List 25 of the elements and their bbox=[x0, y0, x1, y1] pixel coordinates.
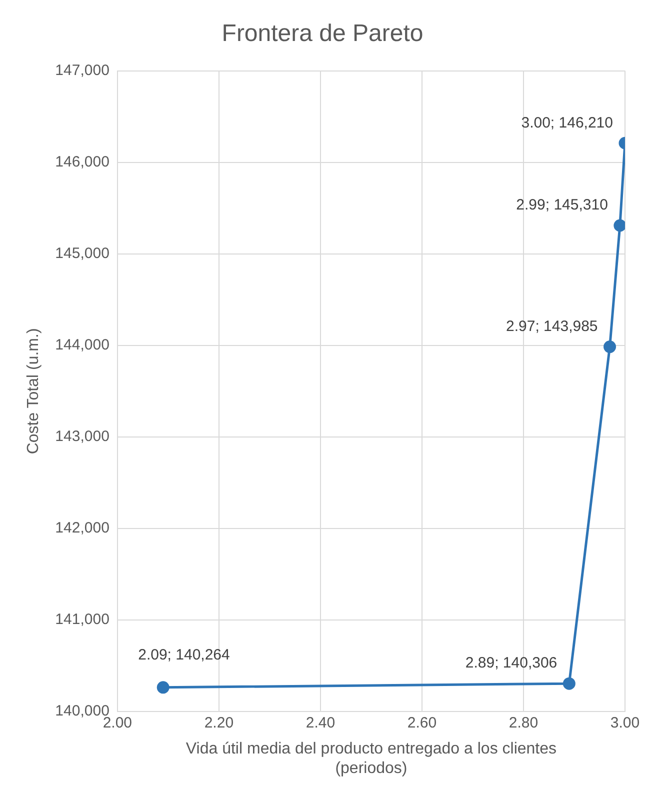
point bbox=[156, 681, 170, 694]
data-label: 2.89; 140,306 bbox=[465, 654, 558, 672]
x-tick-label: 2.40 bbox=[306, 714, 336, 732]
y-tick-label: 142,000 bbox=[55, 520, 110, 537]
x-tick-label: 2.60 bbox=[407, 714, 437, 732]
x-tick-label: 2.20 bbox=[204, 714, 234, 732]
y-axis-title: Coste Total (u.m.) bbox=[25, 328, 42, 454]
data-label: 2.09; 140,264 bbox=[138, 646, 230, 664]
chart-title: Frontera de Pareto bbox=[222, 20, 424, 48]
data-label: 2.97; 143,985 bbox=[506, 318, 598, 335]
point bbox=[604, 340, 616, 354]
x-tick-label: 2.00 bbox=[102, 714, 132, 732]
data-label: 3.00; 146,210 bbox=[521, 114, 613, 132]
y-tick-label: 144,000 bbox=[55, 336, 110, 354]
x-tick-label: 3.00 bbox=[610, 714, 640, 732]
y-tick-label: 147,000 bbox=[55, 62, 110, 79]
y-tick-label: 143,000 bbox=[55, 428, 110, 446]
y-tick-label: 146,000 bbox=[55, 153, 110, 170]
y-tick-label: 141,000 bbox=[55, 611, 110, 628]
y-tick-label: 145,000 bbox=[55, 245, 110, 262]
point bbox=[614, 219, 625, 232]
data-label: 2.99; 145,310 bbox=[516, 196, 608, 214]
point bbox=[562, 677, 576, 690]
x-tick-label: 2.80 bbox=[508, 714, 538, 732]
x-axis-title: Vida útil media del producto entregado a los clientes (periodos) bbox=[186, 740, 557, 777]
